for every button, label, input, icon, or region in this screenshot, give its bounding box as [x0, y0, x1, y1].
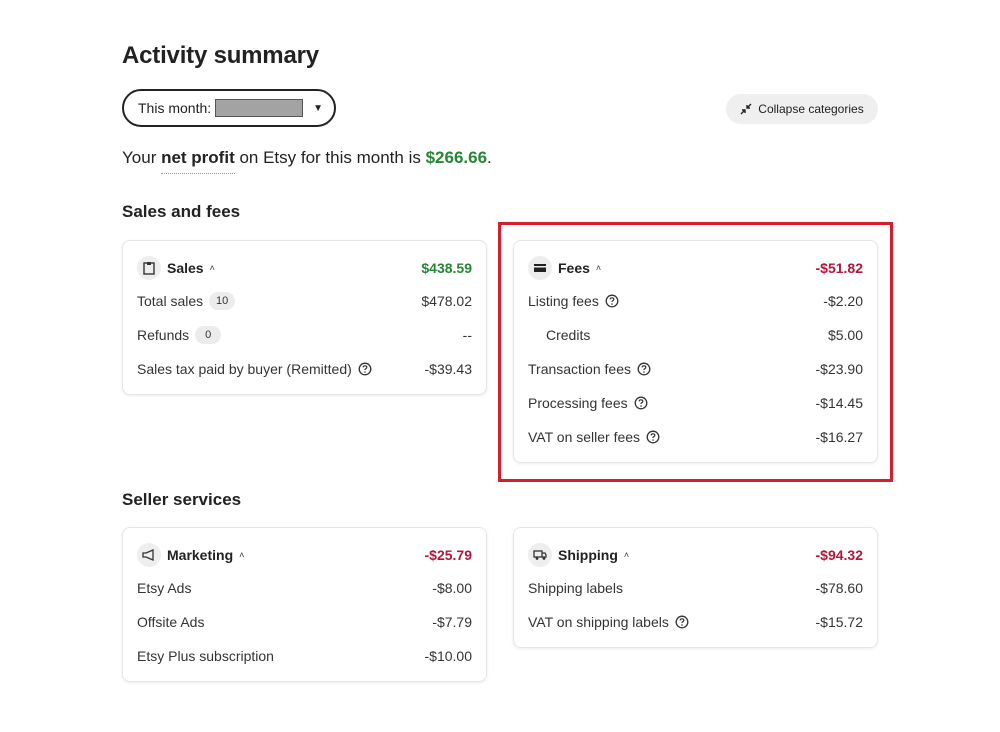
fees-row-vat: VAT on seller fees -$16.27 — [528, 427, 863, 447]
row-value: -$39.43 — [424, 361, 472, 377]
row-label: VAT on shipping labels — [528, 614, 669, 630]
row-label: Offsite Ads — [137, 614, 205, 630]
net-profit-amount: $266.66 — [425, 148, 488, 167]
chevron-up-icon: ˄ — [209, 263, 215, 273]
shipping-row-vat: VAT on shipping labels -$15.72 — [528, 612, 863, 632]
collapse-arrows-icon — [740, 103, 752, 115]
help-circle-icon[interactable] — [675, 615, 689, 629]
shipping-total: -$94.32 — [815, 547, 863, 563]
fees-total: -$51.82 — [815, 260, 863, 276]
fees-card: Fees ˄ -$51.82 Listing fees -$2.20 Credi… — [513, 240, 878, 463]
fees-row-transaction: Transaction fees -$23.90 — [528, 359, 863, 379]
row-label: Refunds — [137, 327, 190, 343]
fees-highlight-box — [498, 222, 893, 482]
row-label: Transaction fees — [528, 361, 631, 377]
shipping-card-header[interactable]: Shipping ˄ -$94.32 — [528, 542, 863, 568]
shipping-title: Shipping — [558, 547, 618, 563]
marketing-total: -$25.79 — [424, 547, 472, 563]
help-circle-icon[interactable] — [634, 396, 648, 410]
section-title-sales-fees: Sales and fees — [122, 202, 241, 221]
profit-middle: on Etsy for this month is — [234, 148, 426, 167]
sales-row-sales-tax: Sales tax paid by buyer (Remitted) -$39.… — [137, 359, 472, 379]
row-value: -$78.60 — [815, 580, 863, 596]
megaphone-icon — [137, 543, 161, 567]
sales-card: Sales ˄ $438.59 Total sales 10 $478.02 R… — [122, 240, 487, 395]
help-circle-icon[interactable] — [358, 362, 372, 376]
profit-prefix: Your — [122, 148, 162, 167]
card-icon — [528, 256, 552, 280]
chevron-up-icon: ˄ — [623, 550, 630, 560]
truck-icon — [528, 543, 552, 567]
row-label: Total sales — [137, 293, 204, 309]
section-title-seller-services: Seller services — [122, 490, 242, 509]
marketing-row-offsite-ads: Offsite Ads -$7.79 — [137, 612, 472, 632]
period-select[interactable]: This month: ▼ — [122, 89, 336, 127]
row-value: -$14.45 — [815, 395, 863, 411]
sales-title: Sales — [167, 260, 204, 276]
row-value: $478.02 — [421, 293, 472, 309]
chevron-up-icon: ˄ — [239, 550, 245, 560]
shipping-row-labels: Shipping labels -$78.60 — [528, 578, 863, 598]
marketing-row-etsy-plus: Etsy Plus subscription -$10.00 — [137, 646, 472, 666]
row-label: Sales tax paid by buyer (Remitted) — [137, 361, 352, 377]
row-label: Credits — [546, 327, 591, 343]
row-value: -$8.00 — [432, 580, 472, 596]
row-label: Shipping labels — [528, 580, 623, 596]
profit-suffix: . — [487, 148, 492, 167]
net-profit-summary: Your net profit on Etsy for this month i… — [122, 148, 492, 174]
fees-row-listing: Listing fees -$2.20 — [528, 291, 863, 311]
fees-row-processing: Processing fees -$14.45 — [528, 393, 863, 413]
row-value: -$10.00 — [424, 648, 472, 664]
row-value: -$23.90 — [815, 361, 863, 377]
sales-row-refunds: Refunds 0 -- — [137, 325, 472, 345]
period-value-redacted — [215, 99, 304, 117]
count-badge: 0 — [195, 326, 222, 344]
marketing-title: Marketing — [167, 547, 234, 563]
caret-down-icon: ▼ — [313, 102, 324, 114]
help-circle-icon[interactable] — [646, 430, 660, 444]
count-badge: 10 — [209, 292, 236, 310]
page-title: Activity summary — [122, 42, 319, 69]
marketing-card: Marketing ˄ -$25.79 Etsy Ads -$8.00 Offs… — [122, 527, 487, 682]
row-label: Listing fees — [528, 293, 599, 309]
net-profit-term[interactable]: net profit — [161, 148, 235, 174]
row-label: Etsy Ads — [137, 580, 192, 596]
row-value: -$2.20 — [823, 293, 863, 309]
fees-title: Fees — [558, 260, 590, 276]
marketing-card-header[interactable]: Marketing ˄ -$25.79 — [137, 542, 472, 568]
period-label: This month: — [138, 100, 212, 116]
sales-total: $438.59 — [421, 260, 472, 276]
help-circle-icon[interactable] — [605, 294, 619, 308]
row-label: Processing fees — [528, 395, 628, 411]
clipboard-icon — [137, 256, 161, 280]
row-value: -$16.27 — [815, 429, 863, 445]
row-value: -- — [462, 327, 472, 343]
collapse-categories-label: Collapse categories — [758, 102, 864, 116]
sales-card-header[interactable]: Sales ˄ $438.59 — [137, 255, 472, 281]
chevron-up-icon: ˄ — [595, 263, 602, 273]
row-label: VAT on seller fees — [528, 429, 641, 445]
marketing-row-etsy-ads: Etsy Ads -$8.00 — [137, 578, 472, 598]
row-value: -$15.72 — [815, 614, 863, 630]
sales-row-total: Total sales 10 $478.02 — [137, 291, 472, 311]
help-circle-icon[interactable] — [637, 362, 651, 376]
row-value: $5.00 — [827, 327, 863, 343]
row-label: Etsy Plus subscription — [137, 648, 274, 664]
fees-row-credits: Credits $5.00 — [528, 325, 863, 345]
shipping-card: Shipping ˄ -$94.32 Shipping labels -$78.… — [513, 527, 878, 648]
row-value: -$7.79 — [432, 614, 472, 630]
collapse-categories-button[interactable]: Collapse categories — [726, 94, 878, 124]
fees-card-header[interactable]: Fees ˄ -$51.82 — [528, 255, 863, 281]
